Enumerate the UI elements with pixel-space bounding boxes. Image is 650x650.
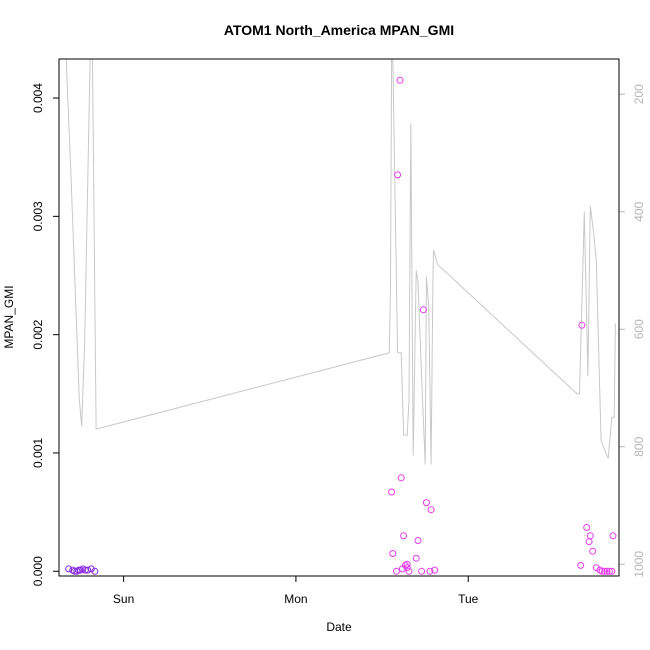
y-right-tick-label: 1000 [632, 551, 646, 578]
data-point [598, 567, 606, 575]
series-layer [65, 59, 617, 575]
data-point [392, 567, 400, 575]
chart-title: ATOM1 North_America MPAN_GMI [224, 22, 454, 38]
x-tick-label: Mon [284, 592, 307, 606]
data-point [422, 499, 430, 507]
y-right-tick-label: 400 [632, 201, 646, 221]
data-point [585, 538, 593, 546]
data-point [412, 554, 420, 562]
data-point [394, 171, 402, 179]
data-point [603, 567, 611, 575]
data-point [577, 561, 585, 569]
data-point [84, 566, 92, 574]
y-right-tick-label: 600 [632, 319, 646, 339]
data-point [414, 537, 422, 544]
data-point [400, 532, 408, 540]
y-left-tick-label: 0.001 [31, 438, 45, 468]
data-point [583, 524, 591, 531]
data-point [431, 566, 439, 574]
data-point [403, 560, 411, 568]
y-left-tick-label: 0.002 [31, 319, 45, 349]
y-right-tick-label: 800 [632, 436, 646, 456]
data-point [601, 567, 609, 575]
data-point [396, 76, 404, 84]
y-left-tick-label: 0.003 [31, 201, 45, 231]
x-axis-label: Date [326, 620, 352, 634]
data-point [427, 506, 435, 514]
axes-layer: Sun Mon Tue 0.000 0.001 0.002 0.003 0.004 200 400… [31, 83, 646, 606]
y-left-tick-label: 0.004 [31, 83, 45, 113]
data-point [401, 561, 409, 569]
series-line-right-axis [65, 59, 616, 465]
data-point [418, 567, 426, 575]
data-point [586, 532, 594, 540]
data-point [87, 565, 95, 573]
data-point [65, 565, 73, 573]
data-point [73, 567, 81, 575]
data-point [426, 567, 434, 575]
x-tick-label: Tue [458, 592, 479, 606]
data-point [405, 567, 413, 575]
data-point [388, 488, 396, 496]
data-point [578, 321, 586, 329]
data-point [589, 547, 597, 555]
data-point [397, 474, 405, 482]
y-right-tick-label: 200 [632, 84, 646, 104]
data-point [419, 306, 427, 314]
y-axis-label: MPAN_GMI [2, 285, 16, 348]
plot-frame [58, 58, 620, 577]
data-point [592, 564, 600, 572]
y-left-tick-label: 0.000 [31, 556, 45, 586]
x-tick-label: Sun [113, 592, 134, 606]
data-point [403, 564, 411, 572]
data-point [608, 567, 616, 575]
data-point [91, 567, 99, 575]
data-point [389, 550, 397, 557]
data-point [609, 532, 617, 540]
data-point [605, 567, 613, 575]
